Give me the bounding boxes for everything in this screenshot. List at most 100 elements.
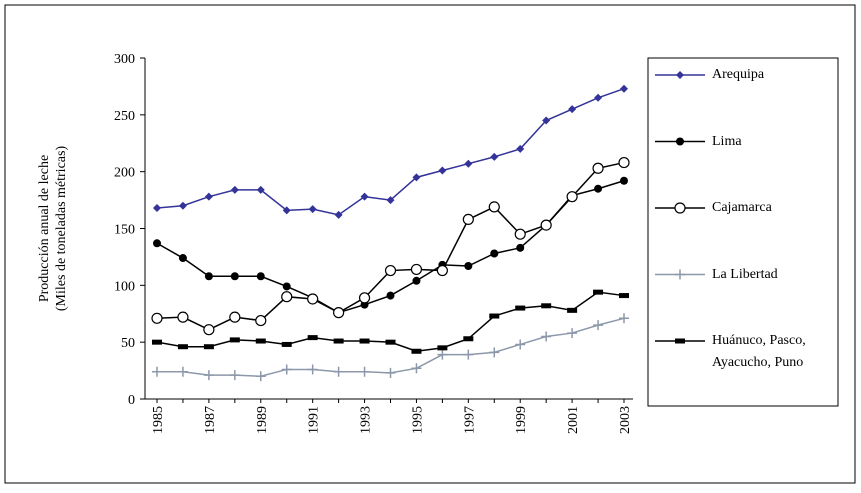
marker <box>385 339 396 345</box>
marker <box>620 176 628 185</box>
marker <box>281 291 293 303</box>
legend-box <box>647 57 839 407</box>
marker <box>464 262 473 271</box>
marker <box>566 191 578 203</box>
marker <box>152 339 162 345</box>
marker <box>490 249 499 258</box>
marker <box>464 159 473 168</box>
marker <box>360 192 369 201</box>
marker <box>307 364 318 375</box>
marker <box>333 366 344 377</box>
marker <box>281 364 292 375</box>
marker <box>437 345 448 351</box>
marker <box>516 243 525 252</box>
y-tick-label: 150 <box>114 223 135 238</box>
y-tick-label: 300 <box>114 52 135 67</box>
marker <box>153 204 161 213</box>
legend-item: Arequipa <box>712 67 765 82</box>
marker <box>308 205 317 214</box>
marker <box>410 263 423 276</box>
x-tick-label: 1997 <box>462 406 477 434</box>
marker <box>230 185 239 194</box>
marker <box>488 201 500 213</box>
marker <box>307 293 319 305</box>
marker <box>594 93 603 102</box>
marker <box>281 341 292 347</box>
marker <box>489 347 500 358</box>
marker <box>489 313 500 319</box>
marker <box>229 337 240 343</box>
marker <box>490 152 499 161</box>
x-tick-label: 1985 <box>151 406 166 434</box>
marker <box>411 363 422 374</box>
legend-label: Arequipa <box>712 67 765 82</box>
y-tick-label: 0 <box>128 393 135 408</box>
marker <box>412 173 421 182</box>
marker <box>567 328 578 339</box>
marker <box>592 162 604 174</box>
marker <box>178 201 187 210</box>
marker <box>437 349 448 360</box>
marker <box>204 192 213 201</box>
x-tick-label: 2001 <box>566 406 581 434</box>
series-line <box>157 317 625 378</box>
marker <box>516 144 525 153</box>
marker <box>541 331 552 342</box>
marker <box>542 116 551 125</box>
marker <box>229 311 241 323</box>
legend-item: La Libertad <box>712 266 778 282</box>
marker <box>229 370 240 381</box>
marker <box>593 289 604 295</box>
marker <box>438 166 447 175</box>
marker <box>568 105 577 114</box>
marker <box>541 303 552 309</box>
y-tick-label: 50 <box>121 336 135 351</box>
marker <box>385 367 396 378</box>
marker <box>307 335 318 341</box>
marker <box>620 84 628 93</box>
x-tick-label: 1999 <box>514 406 529 434</box>
marker <box>358 292 371 304</box>
marker <box>152 366 162 377</box>
marker <box>203 370 214 381</box>
marker <box>230 272 239 281</box>
marker <box>514 228 526 240</box>
y-axis-label: (Miles de toneladas métricas) <box>54 146 69 312</box>
marker <box>282 282 291 291</box>
marker <box>256 272 265 281</box>
marker <box>203 324 215 336</box>
frame <box>4 4 856 484</box>
marker <box>515 305 526 311</box>
marker <box>153 239 161 248</box>
marker <box>334 210 343 219</box>
marker <box>386 196 395 205</box>
marker <box>384 264 397 277</box>
marker <box>177 366 188 377</box>
x-tick-label: 1991 <box>307 406 322 434</box>
legend-item: Cajamarca <box>712 200 772 215</box>
marker <box>255 314 267 327</box>
marker <box>593 320 604 331</box>
legend-label: La Libertad <box>712 266 778 282</box>
legend-label: Cajamarca <box>712 200 772 215</box>
legend-item: Lima <box>712 134 742 149</box>
marker <box>463 349 474 360</box>
marker <box>619 293 629 299</box>
y-tick-label: 250 <box>114 109 135 124</box>
marker <box>674 202 686 214</box>
marker <box>333 307 345 319</box>
marker <box>386 291 395 300</box>
marker <box>676 71 684 79</box>
marker <box>151 312 163 324</box>
marker <box>282 206 291 215</box>
marker <box>256 185 265 194</box>
marker <box>333 338 344 344</box>
x-tick-label: 1995 <box>410 406 425 434</box>
marker <box>411 348 422 354</box>
marker <box>359 338 370 344</box>
marker <box>567 307 578 313</box>
marker <box>436 264 448 277</box>
marker <box>594 184 603 193</box>
marker <box>359 366 370 377</box>
